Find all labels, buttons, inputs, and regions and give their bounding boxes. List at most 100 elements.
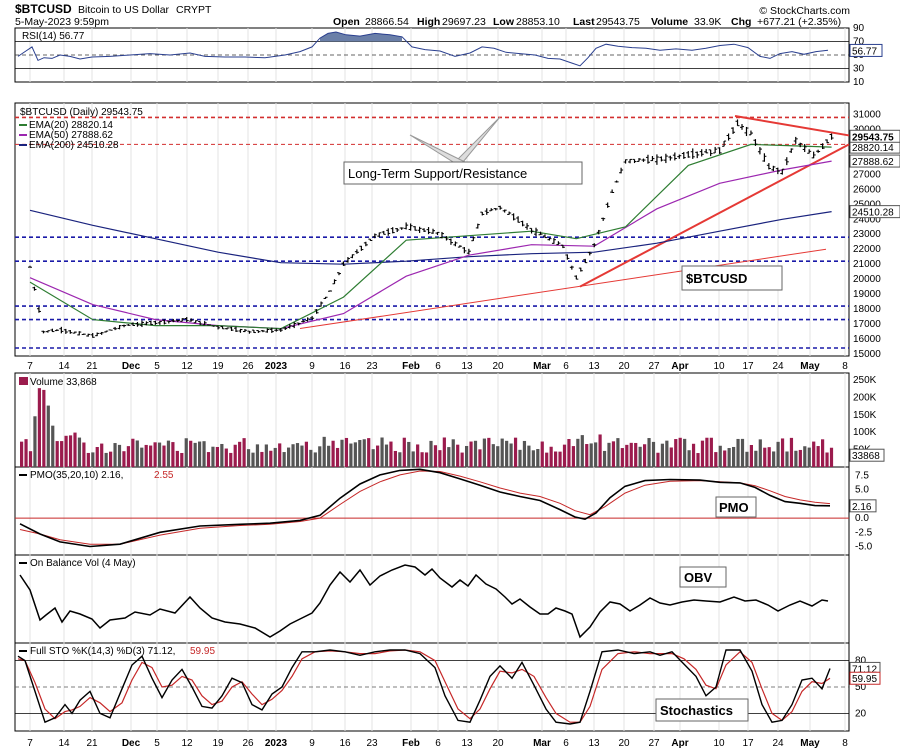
volume-bar xyxy=(331,440,335,467)
x-axis-label: 9 xyxy=(309,361,315,372)
volume-bar xyxy=(567,439,571,467)
sto-d-tag xyxy=(849,671,881,685)
volume-bar xyxy=(171,442,175,467)
x-axis-label: 2023 xyxy=(265,361,288,372)
volume-bar xyxy=(220,443,224,467)
price-tick: 19000 xyxy=(853,289,881,300)
price-tick: 15000 xyxy=(853,349,881,360)
volume-bar xyxy=(513,437,518,467)
volume-bar xyxy=(68,435,73,467)
volume-bar xyxy=(100,443,104,467)
x-axis-label: 20 xyxy=(618,361,630,372)
ema50-legend: EMA(50) 27888.62 xyxy=(29,130,113,141)
last-price-tag xyxy=(849,129,900,143)
volume-bar xyxy=(398,452,402,467)
volume-bars xyxy=(20,388,834,467)
volume-bar xyxy=(358,440,362,467)
volume-bar xyxy=(669,447,673,467)
price-panel xyxy=(14,102,850,357)
x-axis-label: 16 xyxy=(339,738,351,749)
volume-bar xyxy=(629,442,633,467)
obv-annotation-box xyxy=(679,566,727,588)
volume-bar xyxy=(638,446,642,467)
volume-bar xyxy=(607,442,611,467)
volume-bar xyxy=(727,448,731,467)
header-low: 28853.10 xyxy=(516,16,560,28)
volume-bar xyxy=(691,443,696,467)
sto-d-line xyxy=(17,649,831,723)
volume-bar xyxy=(549,446,553,467)
ema20-legend: EMA(20) 28820.14 xyxy=(29,120,113,131)
x-axis-label: 10 xyxy=(713,738,725,749)
volume-bar xyxy=(140,447,144,467)
sto-k-line xyxy=(17,649,831,725)
x-axis-label: 26 xyxy=(242,738,254,749)
volume-bar xyxy=(131,438,135,467)
x-axis-label: 19 xyxy=(212,738,224,749)
volume-bar xyxy=(371,449,375,467)
x-axis-label: 6 xyxy=(563,361,569,372)
volume-bar xyxy=(64,435,68,467)
x-axis-label: 27 xyxy=(648,361,660,372)
x-axis-label: Mar xyxy=(533,738,551,749)
volume-bar xyxy=(812,441,816,467)
x-axis-label: 5 xyxy=(154,738,160,749)
header-datetime: 5-May-2023 9:59pm xyxy=(15,16,109,28)
x-axis-label: 7 xyxy=(27,738,33,749)
volume-bar xyxy=(540,441,544,467)
x-axis-label: 19 xyxy=(212,361,224,372)
volume-bar xyxy=(229,452,233,467)
volume-tick: 250K xyxy=(853,375,877,386)
volume-bar xyxy=(758,439,762,467)
volume-bar xyxy=(313,452,317,467)
x-axis-label: 12 xyxy=(181,738,193,749)
volume-bar xyxy=(789,437,794,467)
volume-bar xyxy=(407,441,411,467)
price-tick: 23000 xyxy=(853,229,881,240)
volume-bar xyxy=(589,443,593,467)
price-tick: 24000 xyxy=(853,214,881,225)
volume-bar xyxy=(705,437,709,467)
rsi-last-value: 56.77 xyxy=(852,46,877,57)
x-axis-label: 8 xyxy=(842,361,848,372)
volume-bar xyxy=(714,452,718,467)
volume-bar xyxy=(126,446,130,467)
volume-bar xyxy=(700,440,705,467)
volume-bar xyxy=(723,450,727,467)
x-axis-label: 5 xyxy=(154,361,160,372)
price-tick: 20000 xyxy=(853,274,881,285)
volume-bar xyxy=(260,451,264,467)
volume-bar xyxy=(776,441,780,467)
volume-bar xyxy=(780,438,785,467)
volume-bar xyxy=(77,437,82,467)
ema50-tag-value: 27888.62 xyxy=(852,157,894,168)
price-tick: 21000 xyxy=(853,259,881,270)
x-axis-label: 6 xyxy=(563,738,569,749)
x-axis-label: 2023 xyxy=(265,738,288,749)
volume-bar xyxy=(327,445,331,467)
volume-bar xyxy=(304,441,308,467)
volume-bar xyxy=(696,453,700,467)
x-axis-label: 17 xyxy=(742,361,754,372)
price-tick: 18000 xyxy=(853,304,881,315)
volume-bar xyxy=(295,443,300,467)
obv-legend: On Balance Vol (4 May) xyxy=(30,558,136,569)
header-chg-label: Chg xyxy=(731,16,751,28)
volume-bar xyxy=(465,445,469,467)
volume-bar xyxy=(287,447,291,467)
volume-bar xyxy=(189,440,193,467)
volume-bar xyxy=(318,446,322,467)
volume-bar xyxy=(469,441,473,467)
volume-bar xyxy=(749,444,753,467)
header-symbol: $BTCUSD xyxy=(15,2,72,16)
sto-k-value: 71.12 xyxy=(852,664,877,675)
volume-bar xyxy=(300,445,304,467)
lower-panels xyxy=(14,372,850,732)
x-axis-label: 12 xyxy=(181,361,193,372)
obv-annotation: OBV xyxy=(684,570,713,585)
volume-bar xyxy=(594,442,598,467)
sto-tick: 80 xyxy=(855,656,867,667)
volume-bar xyxy=(20,441,24,467)
volume-bar xyxy=(651,441,656,467)
volume-bar xyxy=(411,451,415,467)
